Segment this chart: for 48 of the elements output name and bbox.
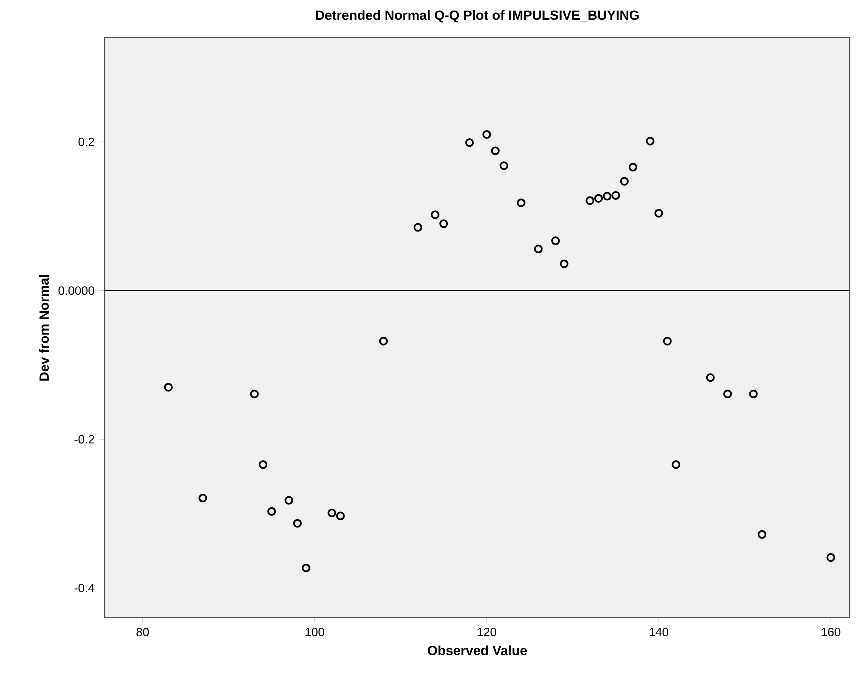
point xyxy=(551,236,560,246)
point xyxy=(482,130,492,140)
chart-title: Detrended Normal Q-Q Plot of IMPULSIVE_BUYING xyxy=(316,10,639,23)
point xyxy=(628,163,638,172)
point xyxy=(672,460,681,470)
point xyxy=(198,494,208,503)
point xyxy=(491,146,500,156)
y-axis-title: Dev from Normal xyxy=(39,275,50,381)
x-tick-label: 140 xyxy=(650,628,669,637)
point xyxy=(603,192,612,201)
point xyxy=(465,138,474,148)
x-axis-title: Observed Value xyxy=(428,646,528,656)
point xyxy=(560,260,569,268)
point xyxy=(724,390,732,399)
point xyxy=(646,137,655,146)
point xyxy=(431,210,440,220)
y-tick-label: 0.2 xyxy=(78,138,94,146)
point xyxy=(594,194,604,203)
point xyxy=(654,209,664,218)
point xyxy=(586,196,595,206)
point xyxy=(620,177,629,186)
point xyxy=(336,512,346,520)
x-tick-label: 80 xyxy=(136,628,150,637)
point xyxy=(268,507,276,516)
point xyxy=(258,460,268,470)
point xyxy=(440,220,448,228)
point xyxy=(612,191,620,200)
point xyxy=(534,244,543,254)
point xyxy=(749,390,758,399)
x-tick-label: 120 xyxy=(478,628,497,637)
point xyxy=(328,508,336,518)
point xyxy=(379,337,388,346)
point xyxy=(164,383,173,392)
x-tick-label: 100 xyxy=(306,628,324,637)
x-tick-label: 160 xyxy=(822,628,841,637)
point xyxy=(706,373,715,382)
point xyxy=(414,223,422,232)
point xyxy=(250,390,260,399)
y-tick-label: 0.0000 xyxy=(58,286,94,296)
point xyxy=(663,337,672,346)
y-tick-label: -0.4 xyxy=(74,584,95,593)
point xyxy=(302,564,311,573)
point xyxy=(500,162,509,170)
point xyxy=(758,530,767,540)
point xyxy=(284,496,294,505)
y-tick-label: -0.2 xyxy=(74,435,94,444)
point xyxy=(517,198,526,208)
point xyxy=(293,519,302,528)
